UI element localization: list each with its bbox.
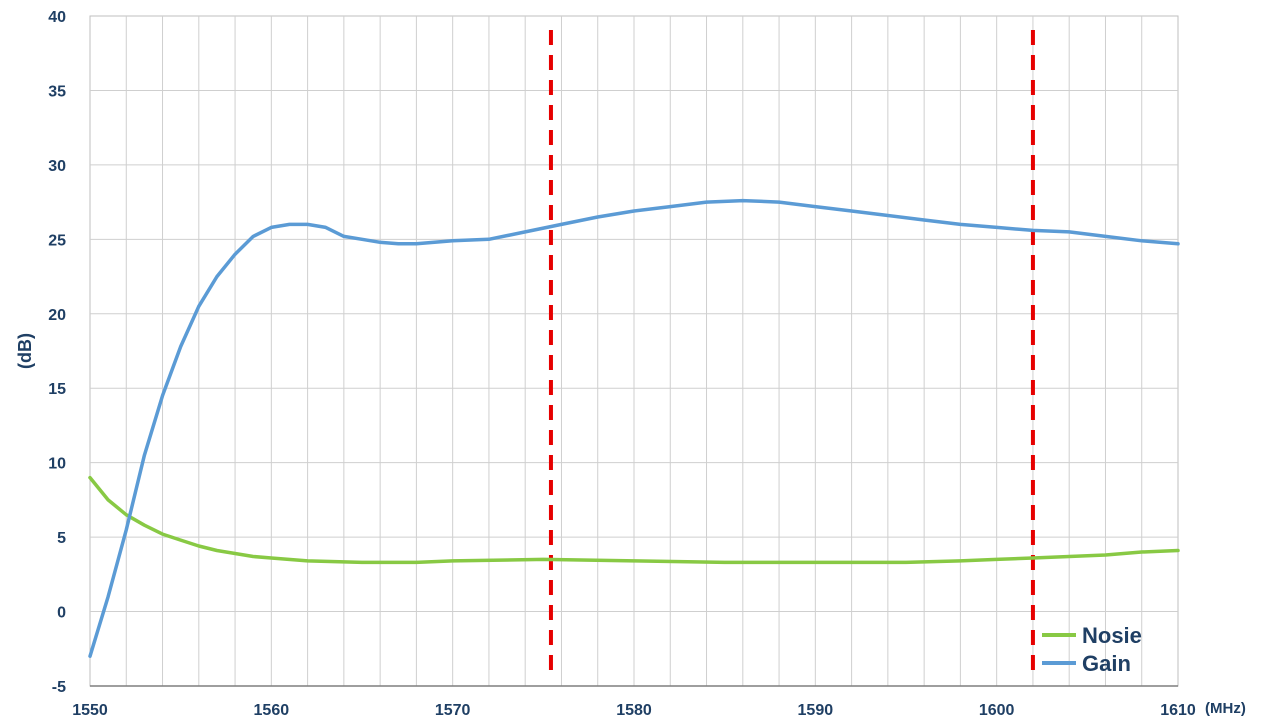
y-tick-label: 35 <box>48 83 66 100</box>
x-tick-label: 1570 <box>435 702 471 719</box>
legend: Nosie Gain <box>1042 623 1142 676</box>
y-axis-title: (dB) <box>15 333 35 369</box>
x-tick-label: 1560 <box>254 702 290 719</box>
x-axis-unit: (MHz) <box>1205 700 1246 717</box>
y-tick-label: 10 <box>48 456 66 473</box>
reference-lines <box>548 30 1035 680</box>
series-line-nosie <box>88 475 1180 565</box>
y-tick-label: -5 <box>52 679 66 696</box>
y-tick-label: 15 <box>48 381 66 398</box>
grid-layer <box>89 15 1179 687</box>
series-layer <box>88 198 1180 658</box>
y-tick-label: 25 <box>48 232 66 249</box>
axis-layer: -5 0 5 10 15 20 25 30 35 40 1550 1560 1570 1580 1590 16… <box>15 9 1246 719</box>
x-tick-label: 1590 <box>798 702 834 719</box>
y-tick-label: 30 <box>48 158 66 175</box>
y-tick-label: 20 <box>48 307 66 324</box>
legend-label-nosie: Nosie <box>1082 623 1142 648</box>
x-tick-label: 1610 <box>1160 702 1196 719</box>
y-tick-label: 40 <box>48 9 66 26</box>
legend-label-gain: Gain <box>1082 651 1131 676</box>
x-tick-label: 1550 <box>72 702 108 719</box>
series-line-gain <box>88 198 1180 658</box>
x-tick-label: 1600 <box>979 702 1015 719</box>
x-tick-label: 1580 <box>616 702 652 719</box>
y-tick-label: 5 <box>57 530 66 547</box>
y-tick-label: 0 <box>57 605 66 622</box>
